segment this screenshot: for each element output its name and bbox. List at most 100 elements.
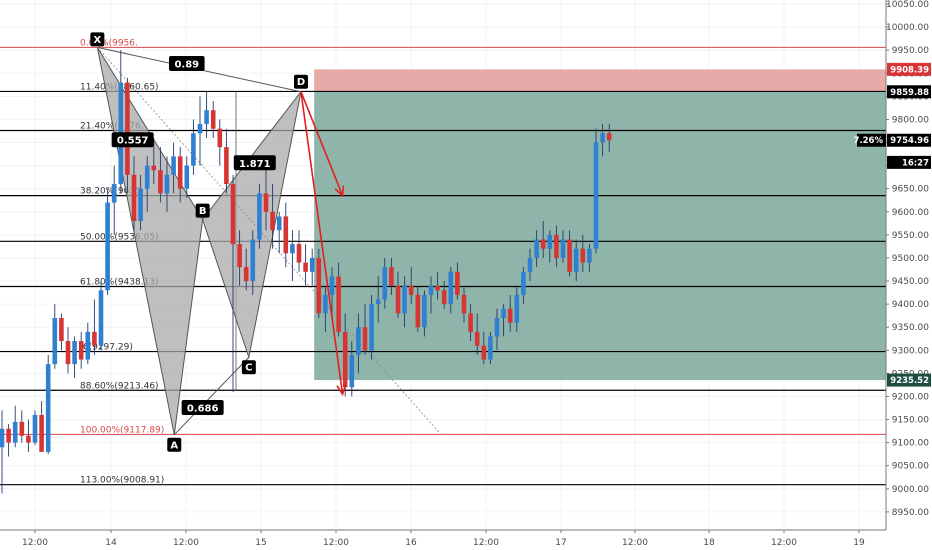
candle-down xyxy=(263,193,269,212)
candle-up xyxy=(428,285,434,295)
price-tag-box xyxy=(887,133,931,147)
time-tick-label: 12:00 xyxy=(22,538,48,548)
candle-down xyxy=(455,271,460,295)
candle-up xyxy=(309,257,315,272)
fib-level-label: 0.00%(9956. xyxy=(80,38,138,48)
candle-up xyxy=(494,317,500,337)
candle-up xyxy=(250,239,256,282)
candle-down xyxy=(468,313,473,332)
candle-down xyxy=(78,341,84,360)
candle-down xyxy=(362,327,368,351)
candle-down xyxy=(92,331,97,346)
fib-level-label: 38.20%(9635. xyxy=(80,187,144,197)
candle-down xyxy=(481,345,487,360)
price-tick-label: 9600.00 xyxy=(892,208,929,218)
projection-arrows xyxy=(300,91,347,396)
candle-down xyxy=(507,308,513,323)
candle-down xyxy=(435,285,440,291)
projection-arrow-line xyxy=(300,91,344,395)
ratio-label: 0.557 xyxy=(117,136,149,147)
candle-up xyxy=(98,290,104,346)
price-tick-label: 9550.00 xyxy=(892,231,929,241)
price-tick-label: 8950.00 xyxy=(892,508,929,518)
candle-up xyxy=(111,184,117,203)
candle-down xyxy=(296,244,302,263)
candle-up xyxy=(105,202,110,291)
candle-down xyxy=(283,216,289,254)
candle-up xyxy=(593,142,599,249)
time-tick-label: 18 xyxy=(703,538,715,548)
candle-up xyxy=(144,165,150,189)
time-axis-background xyxy=(0,530,932,550)
candle-down xyxy=(151,165,157,171)
candle-up xyxy=(72,341,77,365)
candle-up xyxy=(448,271,454,305)
candle-down xyxy=(270,211,275,231)
candle-up xyxy=(382,267,388,300)
candle-down xyxy=(177,156,183,189)
price-tag-box xyxy=(887,62,931,76)
price-tick-label: 9500.00 xyxy=(892,254,929,264)
candle-down xyxy=(461,294,467,314)
candle-up xyxy=(32,414,38,443)
pattern-point-badge xyxy=(195,203,210,218)
candle-down xyxy=(336,276,341,332)
candle-down xyxy=(158,170,163,194)
pattern-point-label-a: A xyxy=(170,440,178,451)
fib-level-label: 88.60%(9213.46) xyxy=(80,381,159,391)
candle-up xyxy=(573,248,579,272)
candle-down xyxy=(316,257,322,314)
price-tick-label: 9200.00 xyxy=(892,392,929,402)
candle-up xyxy=(488,336,493,360)
price-tag-box xyxy=(887,155,931,169)
candlestick-series xyxy=(0,50,612,494)
ratio-label: 0.686 xyxy=(187,404,219,415)
candle-down xyxy=(408,285,414,295)
price-tick-label: 9000.00 xyxy=(892,485,929,495)
candle-up xyxy=(521,271,526,295)
price-tick-label: 10050.00 xyxy=(886,0,929,10)
price-tick-label: 9300.00 xyxy=(892,346,929,356)
candle-up xyxy=(290,244,295,254)
candle-up xyxy=(197,124,203,134)
time-tick-label: 16 xyxy=(405,538,417,548)
candle-down xyxy=(342,331,348,388)
pattern-point-badge xyxy=(90,32,105,47)
candle-up xyxy=(527,257,533,272)
candle-down xyxy=(65,341,71,365)
price-tag-box xyxy=(887,85,931,99)
candle-down xyxy=(39,414,44,452)
ratio-badge xyxy=(169,56,205,72)
price-tag-label: 16:27 xyxy=(902,158,929,168)
candle-up xyxy=(171,156,176,175)
candle-up xyxy=(356,327,361,355)
ac-line xyxy=(173,356,250,436)
pattern-point-label-c: C xyxy=(245,363,252,374)
pattern-point-label-x: X xyxy=(94,35,102,46)
time-tick-label: 12:00 xyxy=(622,538,648,548)
candle-up xyxy=(369,304,374,351)
candle-up xyxy=(587,248,592,263)
price-tag-label: 9908.39 xyxy=(890,65,929,75)
fib-level-label: 100.00%(9117.89) xyxy=(80,425,164,435)
trade-zones xyxy=(314,69,886,381)
candle-up xyxy=(276,216,282,231)
time-tick-label: 17 xyxy=(555,538,566,548)
ratio-badge xyxy=(181,400,224,416)
price-tick-label: 9350.00 xyxy=(892,323,929,333)
candle-up xyxy=(349,354,355,388)
candle-down xyxy=(230,184,236,245)
ratio-label: 1.871 xyxy=(239,159,271,170)
projection-arrow-head xyxy=(334,185,345,198)
candle-up xyxy=(45,364,51,452)
time-tick-label: 12:00 xyxy=(473,538,499,548)
price-axis: 10050.0010000.009950.009900.009850.00980… xyxy=(854,0,932,550)
fib-level-label: .6(9297.29) xyxy=(80,343,133,353)
candle-down xyxy=(131,174,137,222)
pattern-point-label-b: B xyxy=(199,206,207,217)
candle-up xyxy=(0,428,5,448)
candle-down xyxy=(606,133,612,141)
price-tick-label: 9100.00 xyxy=(892,439,929,449)
price-tick-label: 9650.00 xyxy=(892,185,929,195)
